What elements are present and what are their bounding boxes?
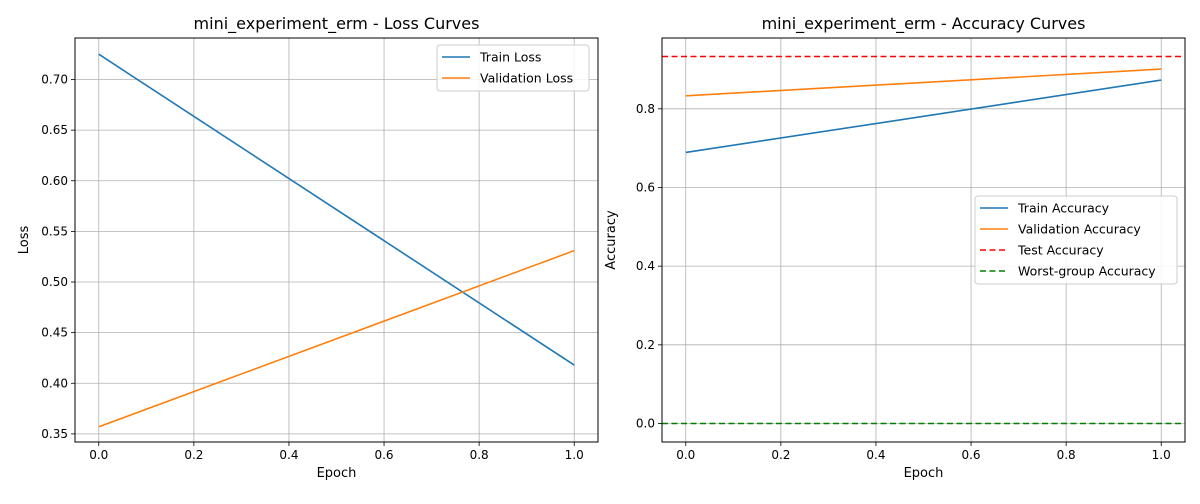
loss-y-axis-label: Loss [17, 226, 32, 255]
train-loss-legend-label: Train Loss [479, 50, 541, 65]
y-tick-label: 0.40 [41, 376, 68, 390]
accuracy-y-axis-label: Accuracy [604, 210, 619, 270]
validation-accuracy-legend-label: Validation Accuracy [1018, 222, 1141, 237]
y-tick-label: 0.45 [41, 326, 68, 340]
x-tick-label: 0.4 [279, 448, 298, 462]
legend-box [974, 195, 1178, 285]
loss-x-axis-label: Epoch [317, 466, 357, 481]
validation-accuracy-line [685, 68, 1162, 97]
x-tick-label: 0.2 [184, 448, 203, 462]
x-tick-label: 0.8 [1057, 448, 1076, 462]
loss-legend: Train Loss Validation Loss [436, 44, 590, 92]
x-tick-label: 0.0 [89, 448, 108, 462]
accuracy-chart-title: mini_experiment_erm - Accuracy Curves [762, 14, 1086, 34]
x-tick-label: 0.8 [470, 448, 489, 462]
accuracy-legend: Train Accuracy Validation Accuracy Test Ac… [974, 195, 1178, 285]
x-tick-label: 0.6 [961, 448, 980, 462]
loss-chart: 0.0 0.2 0.4 0.6 0.8 1.0 0.350.400.450.500.550… [17, 14, 599, 481]
train-loss-line [98, 53, 575, 366]
x-tick-label: 0.6 [374, 448, 393, 462]
y-tick-label: 0.0 [636, 417, 655, 431]
y-tick-label: 0.50 [41, 275, 68, 289]
y-tick-label: 0.65 [41, 123, 68, 137]
loss-axes-frame [74, 37, 599, 443]
train-accuracy-line [685, 79, 1162, 154]
train-accuracy-legend-label: Train Accuracy [1017, 201, 1110, 216]
y-tick-label: 0.70 [41, 73, 68, 87]
x-tick-label: 0.4 [866, 448, 885, 462]
accuracy-y-ticks: 0.0 0.2 0.4 0.6 0.8 [636, 102, 662, 431]
y-tick-label: 0.35 [41, 427, 68, 441]
loss-x-ticks: 0.0 0.2 0.4 0.6 0.8 1.0 [89, 442, 584, 462]
x-tick-label: 1.0 [1152, 448, 1171, 462]
worst-group-accuracy-legend-label: Worst-group Accuracy [1018, 264, 1156, 279]
test-accuracy-legend-label: Test Accuracy [1017, 243, 1104, 258]
loss-series [98, 53, 575, 428]
y-tick-label: 0.55 [41, 224, 68, 238]
accuracy-axes-frame [661, 37, 1186, 443]
validation-loss-legend-label: Validation Loss [480, 71, 573, 86]
accuracy-series [662, 55, 1185, 425]
validation-loss-line [98, 249, 575, 428]
y-tick-label: 0.4 [636, 259, 655, 273]
loss-plot-area [75, 38, 598, 442]
x-tick-label: 0.2 [771, 448, 790, 462]
accuracy-chart: 0.0 0.2 0.4 0.6 0.8 1.0 0.0 0.2 0.4 0.6 0.8 mini_… [604, 14, 1186, 481]
y-tick-label: 0.6 [636, 180, 655, 194]
x-tick-label: 1.0 [565, 448, 584, 462]
y-tick-label: 0.2 [636, 338, 655, 352]
legend-box [436, 44, 590, 92]
accuracy-x-axis-label: Epoch [904, 466, 944, 481]
y-tick-label: 0.8 [636, 102, 655, 116]
accuracy-x-ticks: 0.0 0.2 0.4 0.6 0.8 1.0 [676, 442, 1171, 462]
x-tick-label: 0.0 [676, 448, 695, 462]
y-tick-label: 0.60 [41, 174, 68, 188]
loss-y-ticks: 0.35 0.40 0.45 0.50 0.55 0.60 0.65 0.70 [41, 73, 75, 441]
loss-chart-title: mini_experiment_erm - Loss Curves [194, 14, 480, 34]
